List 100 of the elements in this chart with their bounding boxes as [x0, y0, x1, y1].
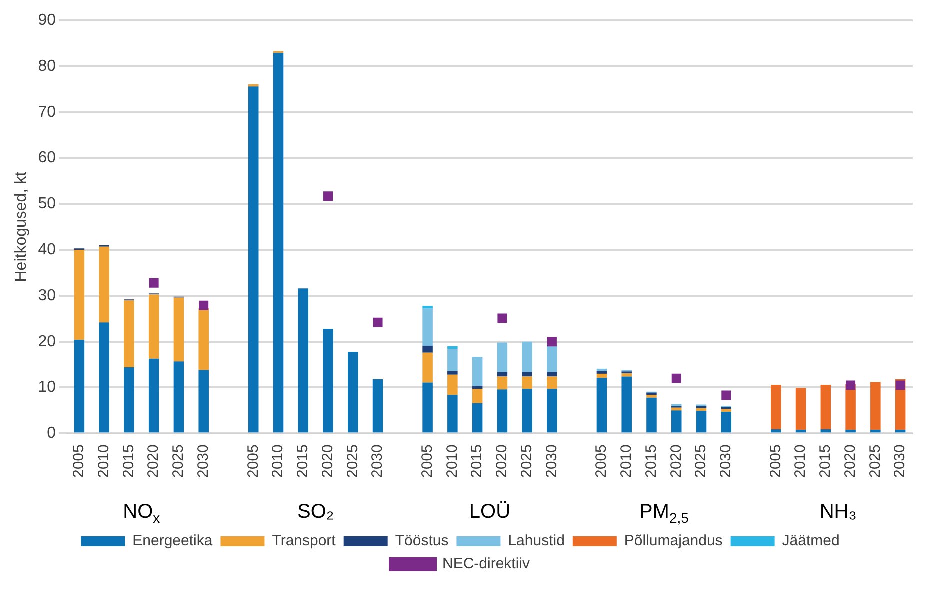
bar — [497, 342, 508, 372]
x-tick-label: 2010 — [792, 444, 810, 478]
bar — [148, 294, 160, 359]
legend-label: Energeetika — [132, 532, 214, 550]
point — [547, 337, 557, 347]
x-tick-label: 2020 — [494, 444, 511, 478]
bar — [273, 53, 284, 433]
bar — [547, 376, 558, 390]
bar — [248, 86, 259, 433]
y-tick-label: 20 — [38, 333, 56, 350]
bar — [74, 340, 85, 433]
x-tick-label: 2030 — [718, 444, 735, 478]
bar — [422, 352, 433, 383]
point — [324, 192, 334, 202]
bar — [646, 398, 657, 433]
x-tick-label: 2020 — [668, 444, 685, 478]
bar — [870, 382, 881, 430]
bar — [547, 389, 558, 433]
y-axis-title: Heitkogused, kt — [13, 171, 30, 282]
x-tick-label: 2010 — [618, 444, 635, 478]
bar — [372, 379, 384, 433]
x-tick-label: 2005 — [418, 444, 436, 478]
x-tick-label: 2020 — [842, 444, 859, 478]
bar — [422, 382, 433, 433]
x-tick-label: 2010 — [444, 444, 461, 478]
bar — [448, 371, 458, 375]
bar — [771, 430, 782, 433]
bar — [174, 298, 184, 362]
bar — [348, 352, 358, 433]
bar — [796, 430, 806, 433]
bar — [895, 430, 906, 433]
bar — [74, 250, 85, 340]
bar — [323, 328, 334, 433]
bar — [422, 308, 433, 346]
bar — [796, 388, 806, 430]
bar — [448, 395, 458, 433]
x-tick-label: 2005 — [244, 444, 262, 478]
bar — [497, 372, 508, 377]
point — [672, 374, 682, 384]
x-tick-label: 2030 — [543, 444, 560, 478]
bar — [771, 384, 782, 430]
point — [373, 318, 383, 328]
y-tick-label: 10 — [38, 379, 56, 396]
point — [149, 278, 159, 288]
bar — [198, 370, 209, 433]
x-tick-label: 2010 — [95, 444, 112, 478]
bar — [820, 384, 832, 430]
bar — [422, 306, 433, 309]
bar — [448, 374, 458, 396]
point — [199, 300, 209, 310]
point — [896, 380, 906, 390]
bar — [870, 430, 881, 433]
bar — [99, 322, 110, 433]
x-tick-label: 2010 — [270, 444, 287, 478]
bar — [646, 395, 657, 398]
bar — [547, 346, 558, 372]
bar — [148, 358, 160, 433]
bar — [622, 374, 632, 377]
x-tick-label: 2015 — [817, 444, 834, 478]
legend-label: Põllumajandus — [624, 532, 723, 550]
text: LOÜ — [469, 501, 511, 523]
bar — [596, 374, 608, 378]
bar — [721, 412, 732, 433]
y-tick-label: 70 — [38, 104, 56, 121]
x-tick-label: 2025 — [344, 444, 362, 478]
x-tick-label: 2030 — [369, 444, 386, 478]
y-tick-label: 80 — [38, 58, 56, 75]
bar — [472, 403, 483, 433]
point — [498, 314, 508, 324]
x-tick-label: 2005 — [767, 444, 784, 478]
x-tick-label: 2025 — [866, 444, 884, 478]
legend-label: Jäätmed — [782, 532, 840, 550]
bar — [622, 376, 632, 433]
legend-label: NEC-direktiiv — [442, 556, 531, 573]
x-tick-label: 2015 — [294, 444, 312, 478]
bar — [124, 300, 134, 368]
legend-label: Lahustid — [508, 532, 565, 550]
text: SO₂ — [297, 501, 334, 523]
bar — [846, 430, 856, 433]
bar — [522, 372, 532, 377]
bar — [448, 346, 458, 350]
x-tick-label: 2030 — [194, 444, 212, 478]
bar — [422, 346, 433, 353]
y-tick-label: 90 — [38, 12, 56, 30]
x-tick-label: 2005 — [70, 444, 88, 478]
bar — [497, 390, 508, 433]
bar — [522, 389, 532, 433]
x-tick-label: 2020 — [319, 444, 336, 478]
x-tick-label: 2025 — [170, 444, 188, 478]
bar — [298, 288, 309, 433]
text: NH₃ — [820, 501, 857, 523]
bar — [497, 376, 508, 390]
x-tick-label: 2015 — [120, 444, 138, 478]
x-tick-label: 2015 — [468, 444, 486, 478]
x-tick-label: 2005 — [593, 444, 610, 478]
y-tick-label: 40 — [38, 241, 56, 258]
y-tick-label: 0 — [47, 425, 56, 442]
bar — [174, 362, 184, 433]
x-tick-label: 2030 — [892, 444, 909, 478]
y-tick-label: 60 — [38, 150, 56, 167]
